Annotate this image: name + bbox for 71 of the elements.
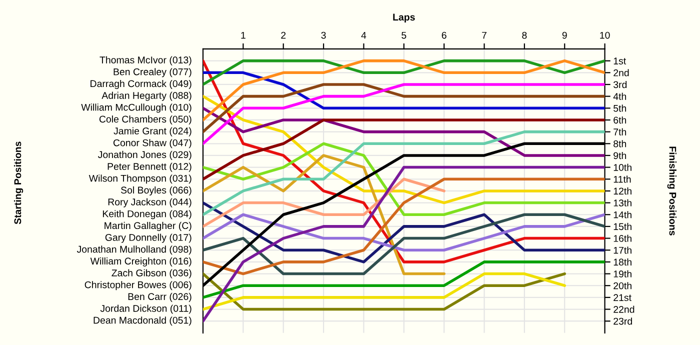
- series-label: William McCullough (010): [81, 104, 192, 113]
- y-tick-label: 1st: [614, 58, 626, 64]
- series-label: William Creighton (016): [90, 257, 192, 266]
- series-label: Cole Chambers (050): [99, 115, 192, 124]
- x-tick-label: 6: [442, 32, 446, 39]
- x-tick-label: 4: [361, 32, 366, 39]
- y-tick-label: 13th: [614, 199, 632, 206]
- y-tick-label: 3rd: [614, 80, 627, 88]
- y-tick-label: 11th: [614, 176, 631, 183]
- line-series: [203, 94, 605, 204]
- x-tick-label: 2: [281, 32, 286, 39]
- series-label: Zach Gibson (036): [112, 269, 192, 278]
- series-label: Ben Crealey (077): [114, 68, 192, 78]
- series-label: Peter Bennett (012): [108, 162, 192, 172]
- x-tick-label: 3: [321, 32, 326, 39]
- series-label: Ben Carr (026): [128, 292, 192, 302]
- series-label: Jordan Dickson (011): [100, 304, 192, 314]
- line-series: [203, 178, 605, 276]
- series-label: Dean Macdonald (051): [94, 316, 192, 326]
- series-label: Martin Gallagher (C): [104, 222, 192, 231]
- series-label: Sol Boyles (066): [121, 186, 192, 196]
- series-label: Conor Shaw (047): [113, 139, 192, 148]
- line-series: [203, 201, 605, 264]
- y-tick-label: 19th: [614, 270, 632, 278]
- line-series: [203, 106, 605, 157]
- series-label: Jamie Grant (024): [114, 127, 192, 136]
- y-tick-label: 4th: [613, 92, 626, 100]
- series-label: Adrian Hegarty (088): [102, 92, 192, 101]
- line-series: [203, 154, 446, 276]
- y-tick-label: 14th: [614, 211, 632, 218]
- line-series: [203, 166, 605, 322]
- series-label: Rory Jackson (044): [108, 198, 192, 208]
- line-series: [203, 178, 446, 228]
- series-label: Wilson Thompson (031): [88, 174, 192, 184]
- line-series: [203, 118, 605, 181]
- y-tick-label: 2nd: [614, 69, 629, 76]
- series-label: Jonathan Mulholland (098): [76, 246, 192, 255]
- y-tick-label: 9th: [614, 152, 626, 160]
- y-tick-label: 8th: [614, 140, 626, 148]
- x-tick-label: 9: [562, 32, 567, 39]
- x-axis-title: Laps: [393, 14, 415, 22]
- x-tick-label: 1: [241, 32, 246, 39]
- line-series: [203, 59, 605, 122]
- y-tick-label: 23rd: [614, 318, 632, 325]
- series-label: Thomas McIvor (013): [100, 56, 192, 66]
- x-tick-label: 5: [402, 32, 406, 39]
- y-tick-label: 17th: [614, 246, 632, 254]
- y-tick-label: 20th: [614, 282, 632, 290]
- text: Starting Positions: [14, 142, 24, 224]
- series-label: Darragh Cormack (049): [90, 80, 192, 90]
- x-tick-label: 7: [482, 32, 486, 39]
- y-tick-label: 18th: [614, 258, 632, 266]
- y-axis-title: Finishing Positions: [667, 146, 676, 236]
- x-tick-label: 10: [600, 32, 610, 39]
- y-tick-label: 12th: [614, 187, 632, 195]
- y-tick-label: 15th: [614, 222, 632, 230]
- series-label: Christopher Bowes (006): [84, 281, 192, 290]
- line-series: [203, 83, 605, 146]
- y-tick-label: 21st: [614, 294, 632, 302]
- line-series: [203, 213, 605, 252]
- series-label: Gary Donnelly (017): [105, 234, 192, 243]
- x-tick-label: 8: [522, 32, 527, 39]
- y-tick-label: 7th: [614, 128, 626, 136]
- y-tick-label: 5th: [614, 104, 626, 112]
- text: Jonathon Jones (029): [98, 150, 192, 160]
- y-tick-label: 16th: [614, 234, 632, 242]
- series-label: Keith Donegan (084): [102, 210, 192, 220]
- line-series: [203, 213, 605, 276]
- y-tick-label: 6th: [614, 116, 626, 124]
- y-tick-label: 10th: [614, 164, 632, 171]
- y-tick-label: 22nd: [614, 306, 634, 313]
